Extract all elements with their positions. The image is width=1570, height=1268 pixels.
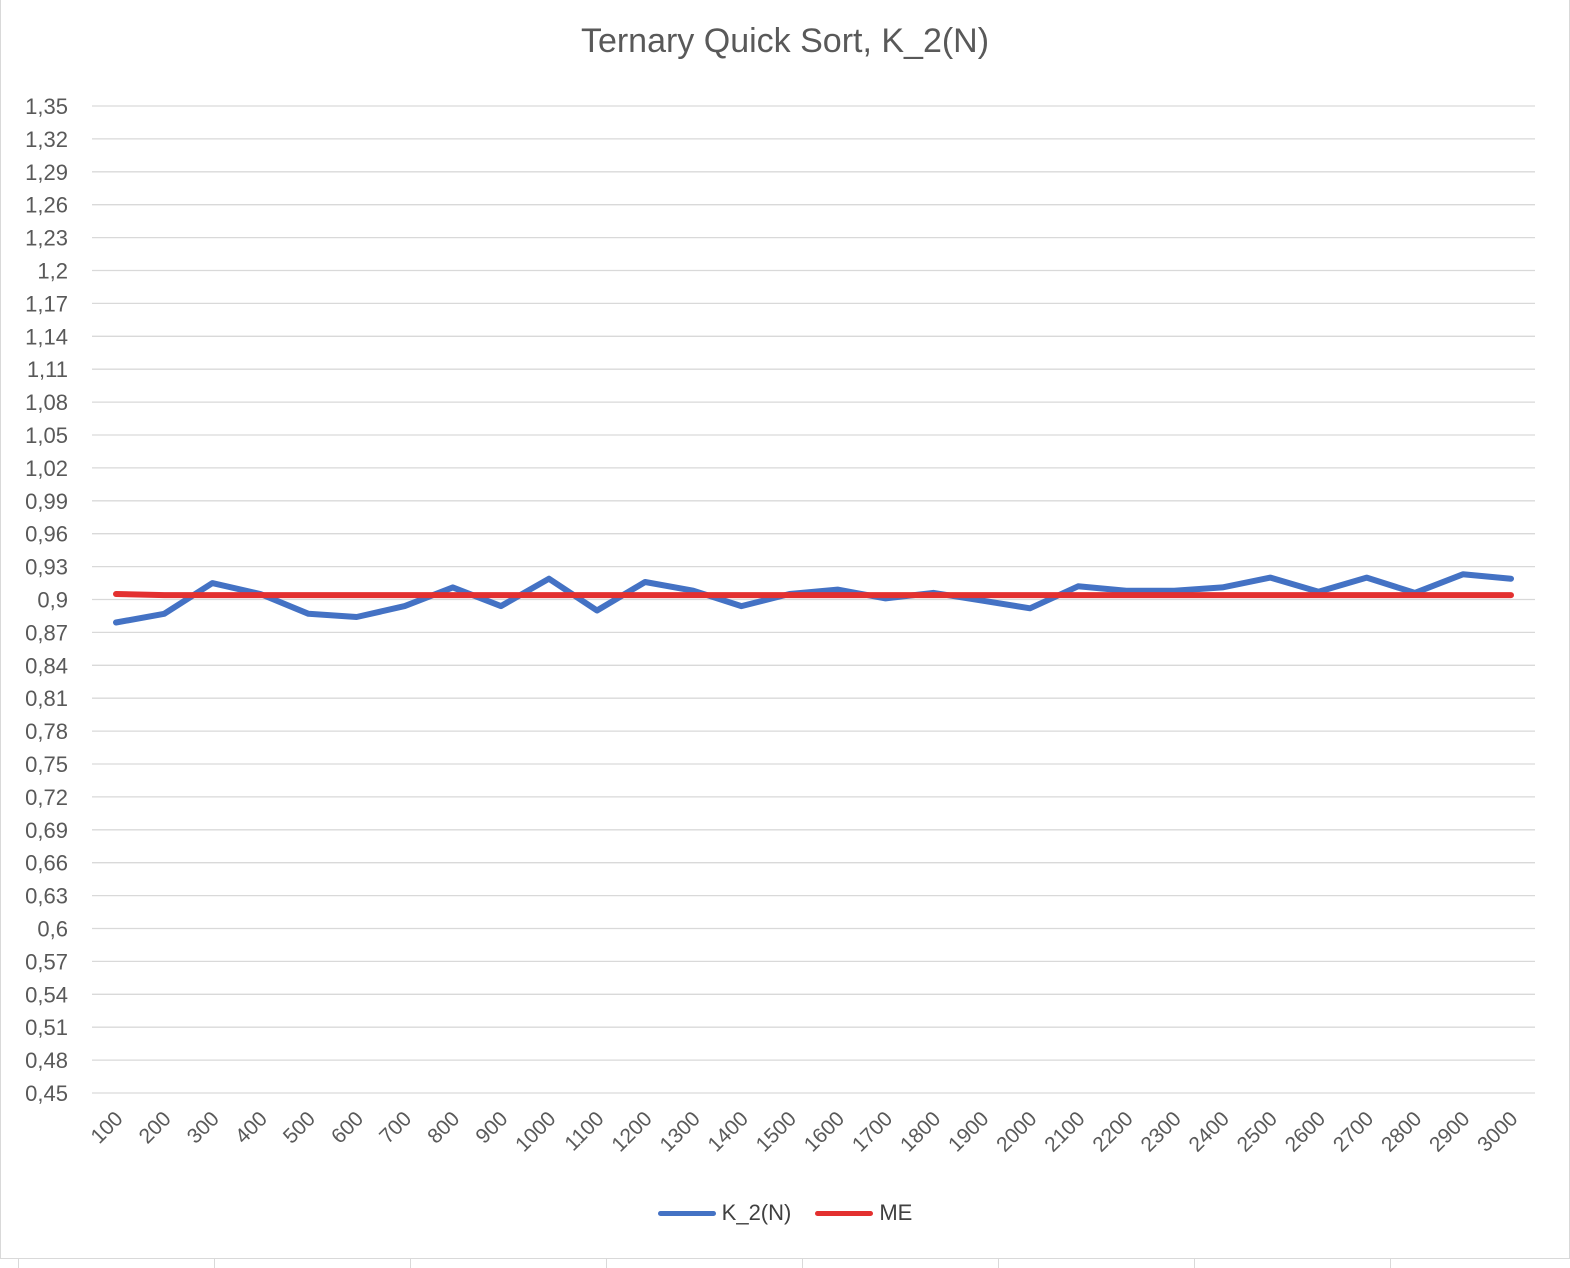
x-tick-label: 1600: [800, 1107, 849, 1156]
x-tick-label: 1900: [944, 1107, 993, 1156]
x-tick-label: 2500: [1233, 1107, 1282, 1156]
x-tick-label: 2300: [1136, 1107, 1185, 1156]
y-tick-label: 0,84: [25, 653, 68, 678]
series-lines: [113, 571, 1514, 626]
y-tick-label: 0,81: [25, 686, 68, 711]
y-tick-label: 0,54: [25, 982, 68, 1007]
y-tick-label: 1,2: [37, 259, 68, 284]
y-tick-label: 0,96: [25, 522, 68, 547]
x-tick-label: 800: [423, 1107, 464, 1148]
y-tick-label: 0,48: [25, 1048, 68, 1073]
y-tick-label: 0,99: [25, 489, 68, 514]
y-tick-label: 0,78: [25, 719, 68, 744]
series-line-me: [113, 591, 1514, 599]
x-tick-label: 300: [183, 1107, 224, 1148]
x-tick-label: 500: [279, 1107, 320, 1148]
gridlines: [92, 105, 1535, 1094]
x-tick-label: 1000: [511, 1107, 560, 1156]
y-tick-label: 0,63: [25, 884, 68, 909]
x-tick-label: 2800: [1377, 1107, 1426, 1156]
x-tick-label: 3000: [1473, 1107, 1522, 1156]
x-tick-label: 200: [135, 1107, 176, 1148]
y-tick-label: 1,02: [25, 456, 68, 481]
y-tick-label: 1,23: [25, 226, 68, 251]
legend-swatch-me: [815, 1210, 874, 1216]
y-tick-label: 1,11: [27, 357, 68, 382]
y-tick-label: 1,26: [25, 193, 68, 218]
y-tick-label: 1,14: [25, 324, 68, 349]
strip-tick: [998, 1258, 999, 1268]
strip-tick: [214, 1258, 215, 1268]
x-tick-label: 2100: [1040, 1107, 1089, 1156]
x-tick-label: 2900: [1425, 1107, 1474, 1156]
series-line-k2n: [113, 571, 1514, 626]
y-tick-label: 1,35: [25, 94, 68, 119]
y-tick-label: 1,17: [25, 291, 68, 316]
x-tick-label: 1700: [848, 1107, 897, 1156]
x-tick-label: 1800: [896, 1107, 945, 1156]
legend-label-k2n: K_2(N): [721, 1200, 792, 1225]
x-tick-label: 1400: [704, 1107, 753, 1156]
x-tick-label: 900: [471, 1107, 512, 1148]
x-tick-label: 2600: [1281, 1107, 1330, 1156]
legend-item-me: ME: [815, 1200, 912, 1226]
x-tick-label: 600: [327, 1107, 368, 1148]
y-tick-label: 0,87: [25, 620, 68, 645]
y-tick-label: 0,75: [25, 752, 68, 777]
y-tick-label: 1,29: [25, 160, 68, 185]
strip-tick: [802, 1258, 803, 1268]
y-tick-label: 0,45: [25, 1081, 68, 1106]
y-tick-label: 0,9: [37, 588, 68, 613]
y-tick-label: 1,08: [25, 390, 68, 415]
y-tick-label: 1,32: [25, 127, 68, 152]
y-tick-label: 0,66: [25, 851, 68, 876]
x-tick-label: 2200: [1088, 1107, 1137, 1156]
y-tick-label: 1,05: [25, 423, 68, 448]
x-tick-label: 2400: [1185, 1107, 1234, 1156]
strip-tick: [1390, 1258, 1391, 1268]
strip-tick: [1194, 1258, 1195, 1268]
x-tick-label: 1200: [607, 1107, 656, 1156]
legend-item-k2n: K_2(N): [657, 1200, 792, 1226]
x-tick-label: 2700: [1329, 1107, 1378, 1156]
strip-tick: [606, 1258, 607, 1268]
strip-tick: [410, 1258, 411, 1268]
x-tick-label: 2000: [992, 1107, 1041, 1156]
x-tick-label: 100: [87, 1107, 128, 1148]
strip-tick: [18, 1258, 19, 1268]
y-axis-ticks: 1,35 1,32 1,29 1,26 1,23 1,2 1,17 1,14 1,11 1,08 1…: [25, 94, 68, 1106]
x-tick-label: 1500: [752, 1107, 801, 1156]
x-tick-label: 1100: [560, 1107, 608, 1155]
y-tick-label: 0,57: [25, 949, 68, 974]
legend: K_2(N) ME: [0, 1200, 1570, 1226]
legend-swatch-k2n: [657, 1210, 716, 1216]
y-tick-label: 0,6: [37, 917, 68, 942]
y-tick-label: 0,93: [25, 555, 68, 580]
y-tick-label: 0,51: [25, 1015, 68, 1040]
legend-label-me: ME: [879, 1200, 913, 1225]
chart-title: Ternary Quick Sort, K_2(N): [580, 22, 990, 60]
x-tick-label: 400: [231, 1107, 272, 1148]
y-tick-label: 0,69: [25, 818, 68, 843]
x-tick-label: 700: [375, 1107, 416, 1148]
x-tick-label: 1300: [655, 1107, 704, 1156]
y-tick-label: 0,72: [25, 785, 68, 810]
bottom-strip: [0, 1258, 1570, 1268]
